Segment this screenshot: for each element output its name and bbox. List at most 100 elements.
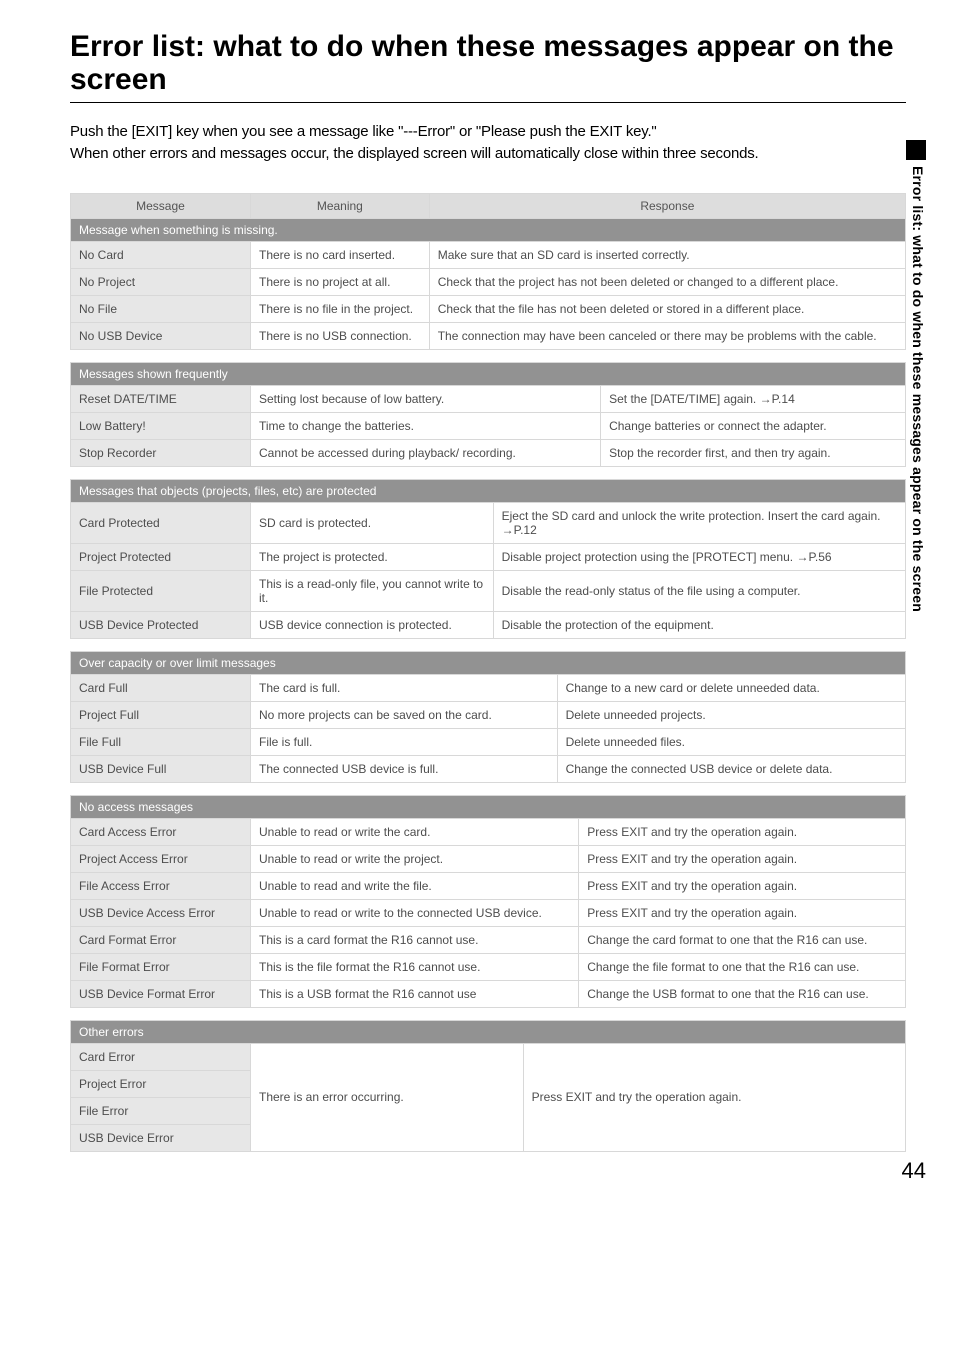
cell-message: USB Device Format Error (71, 980, 251, 1007)
cell-message: Card Full (71, 674, 251, 701)
cell-message: Low Battery! (71, 412, 251, 439)
cell-meaning: This is a USB format the R16 cannot use (251, 980, 579, 1007)
cell-response: Press EXIT and try the operation again. (579, 818, 906, 845)
cell-meaning: USB device connection is protected. (251, 611, 494, 638)
cell-message: USB Device Access Error (71, 899, 251, 926)
cell-message: File Protected (71, 570, 251, 611)
cell-meaning: Cannot be accessed during playback/ reco… (251, 439, 601, 466)
cell-meaning: No more projects can be saved on the car… (251, 701, 558, 728)
table-row: USB Device Access ErrorUnable to read or… (71, 899, 906, 926)
page-title: Error list: what to do when these messag… (70, 30, 906, 96)
side-vertical-title: Error list: what to do when these messag… (910, 166, 926, 612)
section-header: Messages that objects (projects, files, … (71, 479, 906, 502)
table-row: Reset DATE/TIMESetting lost because of l… (71, 385, 906, 412)
cell-meaning: Time to change the batteries. (251, 412, 601, 439)
cell-meaning: The project is protected. (251, 543, 494, 570)
section-header: Over capacity or over limit messages (71, 651, 906, 674)
cell-message: No File (71, 295, 251, 322)
cell-response: Press EXIT and try the operation again. (523, 1043, 905, 1151)
page-number: 44 (902, 1158, 926, 1184)
cell-response: Change the card format to one that the R… (579, 926, 906, 953)
cell-message: Project Error (71, 1070, 251, 1097)
intro-text: Push the [EXIT] key when you see a messa… (70, 121, 906, 165)
cell-response: Press EXIT and try the operation again. (579, 899, 906, 926)
table-row: Card ProtectedSD card is protected.Eject… (71, 502, 906, 543)
cell-response: Set the [DATE/TIME] again. →P.14 (601, 385, 906, 412)
cell-response: Delete unneeded files. (557, 728, 905, 755)
table-row: USB Device FullThe connected USB device … (71, 755, 906, 782)
cell-response: The connection may have been canceled or… (429, 322, 905, 349)
table-row: USB Device Format ErrorThis is a USB for… (71, 980, 906, 1007)
cell-response: Change the connected USB device or delet… (557, 755, 905, 782)
table-row: Card Format ErrorThis is a card format t… (71, 926, 906, 953)
cell-response: Disable the protection of the equipment. (493, 611, 905, 638)
cell-response: Make sure that an SD card is inserted co… (429, 241, 905, 268)
col-meaning: Meaning (251, 193, 430, 218)
cell-meaning: There is no project at all. (251, 268, 430, 295)
error-table-protected: Messages that objects (projects, files, … (70, 479, 906, 639)
cell-response: Change the USB format to one that the R1… (579, 980, 906, 1007)
col-message: Message (71, 193, 251, 218)
table-row: Project ProtectedThe project is protecte… (71, 543, 906, 570)
table-row: Stop RecorderCannot be accessed during p… (71, 439, 906, 466)
cell-message: File Access Error (71, 872, 251, 899)
table-row: File Access ErrorUnable to read and writ… (71, 872, 906, 899)
cell-meaning: This is a card format the R16 cannot use… (251, 926, 579, 953)
cell-message: Reset DATE/TIME (71, 385, 251, 412)
cell-response: Stop the recorder first, and then try ag… (601, 439, 906, 466)
table-row: No USB DeviceThere is no USB connection.… (71, 322, 906, 349)
col-response: Response (429, 193, 905, 218)
cell-meaning: There is an error occurring. (251, 1043, 524, 1151)
cell-message: USB Device Full (71, 755, 251, 782)
cell-meaning: There is no USB connection. (251, 322, 430, 349)
cell-response: Change to a new card or delete unneeded … (557, 674, 905, 701)
cell-message: No Card (71, 241, 251, 268)
cell-message: Project Access Error (71, 845, 251, 872)
cell-response: Press EXIT and try the operation again. (579, 872, 906, 899)
cell-response: Delete unneeded projects. (557, 701, 905, 728)
error-table-capacity: Over capacity or over limit messages Car… (70, 651, 906, 783)
cell-meaning: Unable to read or write the project. (251, 845, 579, 872)
table-row: No FileThere is no file in the project.C… (71, 295, 906, 322)
cell-response: Change the file format to one that the R… (579, 953, 906, 980)
table-row: File FullFile is full.Delete unneeded fi… (71, 728, 906, 755)
table-row: Project FullNo more projects can be save… (71, 701, 906, 728)
cell-meaning: File is full. (251, 728, 558, 755)
table-row: No CardThere is no card inserted.Make su… (71, 241, 906, 268)
cell-message: Card Error (71, 1043, 251, 1070)
cell-meaning: Unable to read or write the card. (251, 818, 579, 845)
cell-response: Press EXIT and try the operation again. (579, 845, 906, 872)
cell-meaning: The card is full. (251, 674, 558, 701)
cell-meaning: Setting lost because of low battery. (251, 385, 601, 412)
table-row: File Format ErrorThis is the file format… (71, 953, 906, 980)
cell-message: File Error (71, 1097, 251, 1124)
cell-meaning: There is no file in the project. (251, 295, 430, 322)
cell-meaning: This is a read-only file, you cannot wri… (251, 570, 494, 611)
error-table-other: Other errors Card Error There is an erro… (70, 1020, 906, 1152)
cell-message: Card Access Error (71, 818, 251, 845)
divider (70, 102, 906, 103)
cell-message: Card Format Error (71, 926, 251, 953)
table-row: Low Battery!Time to change the batteries… (71, 412, 906, 439)
table-row: Card Access ErrorUnable to read or write… (71, 818, 906, 845)
table-row: Card Error There is an error occurring. … (71, 1043, 906, 1070)
cell-response: Check that the file has not been deleted… (429, 295, 905, 322)
cell-response: Disable project protection using the [PR… (493, 543, 905, 570)
table-row: USB Device ProtectedUSB device connectio… (71, 611, 906, 638)
table-row: File ProtectedThis is a read-only file, … (71, 570, 906, 611)
section-header: Messages shown frequently (71, 362, 906, 385)
cell-response: Eject the SD card and unlock the write p… (493, 502, 905, 543)
cell-response: Change batteries or connect the adapter. (601, 412, 906, 439)
error-table-frequent: Messages shown frequently Reset DATE/TIM… (70, 362, 906, 467)
cell-message: Stop Recorder (71, 439, 251, 466)
cell-message: Project Full (71, 701, 251, 728)
cell-message: USB Device Protected (71, 611, 251, 638)
cell-response: Check that the project has not been dele… (429, 268, 905, 295)
table-row: No ProjectThere is no project at all.Che… (71, 268, 906, 295)
section-header: No access messages (71, 795, 906, 818)
cell-meaning: This is the file format the R16 cannot u… (251, 953, 579, 980)
cell-message: File Format Error (71, 953, 251, 980)
cell-message: Card Protected (71, 502, 251, 543)
cell-meaning: There is no card inserted. (251, 241, 430, 268)
cell-meaning: The connected USB device is full. (251, 755, 558, 782)
